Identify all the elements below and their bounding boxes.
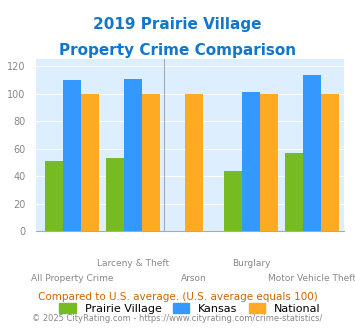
Text: Burglary: Burglary bbox=[231, 259, 270, 268]
Text: Motor Vehicle Theft: Motor Vehicle Theft bbox=[268, 274, 355, 283]
Text: Compared to U.S. average. (U.S. average equals 100): Compared to U.S. average. (U.S. average … bbox=[38, 292, 317, 302]
Bar bbox=[63, 80, 81, 231]
Text: Property Crime Comparison: Property Crime Comparison bbox=[59, 43, 296, 58]
Bar bbox=[285, 153, 303, 231]
Bar bbox=[242, 92, 260, 231]
Text: Larceny & Theft: Larceny & Theft bbox=[97, 259, 169, 268]
Bar bbox=[185, 94, 203, 231]
Text: 2019 Prairie Village: 2019 Prairie Village bbox=[93, 16, 262, 31]
Legend: Prairie Village, Kansas, National: Prairie Village, Kansas, National bbox=[55, 298, 325, 318]
Bar bbox=[224, 171, 242, 231]
Bar bbox=[106, 158, 124, 231]
Bar bbox=[142, 94, 160, 231]
Bar bbox=[321, 94, 339, 231]
Bar bbox=[303, 75, 321, 231]
Text: Arson: Arson bbox=[181, 274, 207, 283]
Bar bbox=[124, 79, 142, 231]
Bar bbox=[45, 161, 63, 231]
Bar bbox=[81, 94, 99, 231]
Bar bbox=[260, 94, 278, 231]
Text: All Property Crime: All Property Crime bbox=[31, 274, 113, 283]
Text: © 2025 CityRating.com - https://www.cityrating.com/crime-statistics/: © 2025 CityRating.com - https://www.city… bbox=[32, 314, 323, 323]
